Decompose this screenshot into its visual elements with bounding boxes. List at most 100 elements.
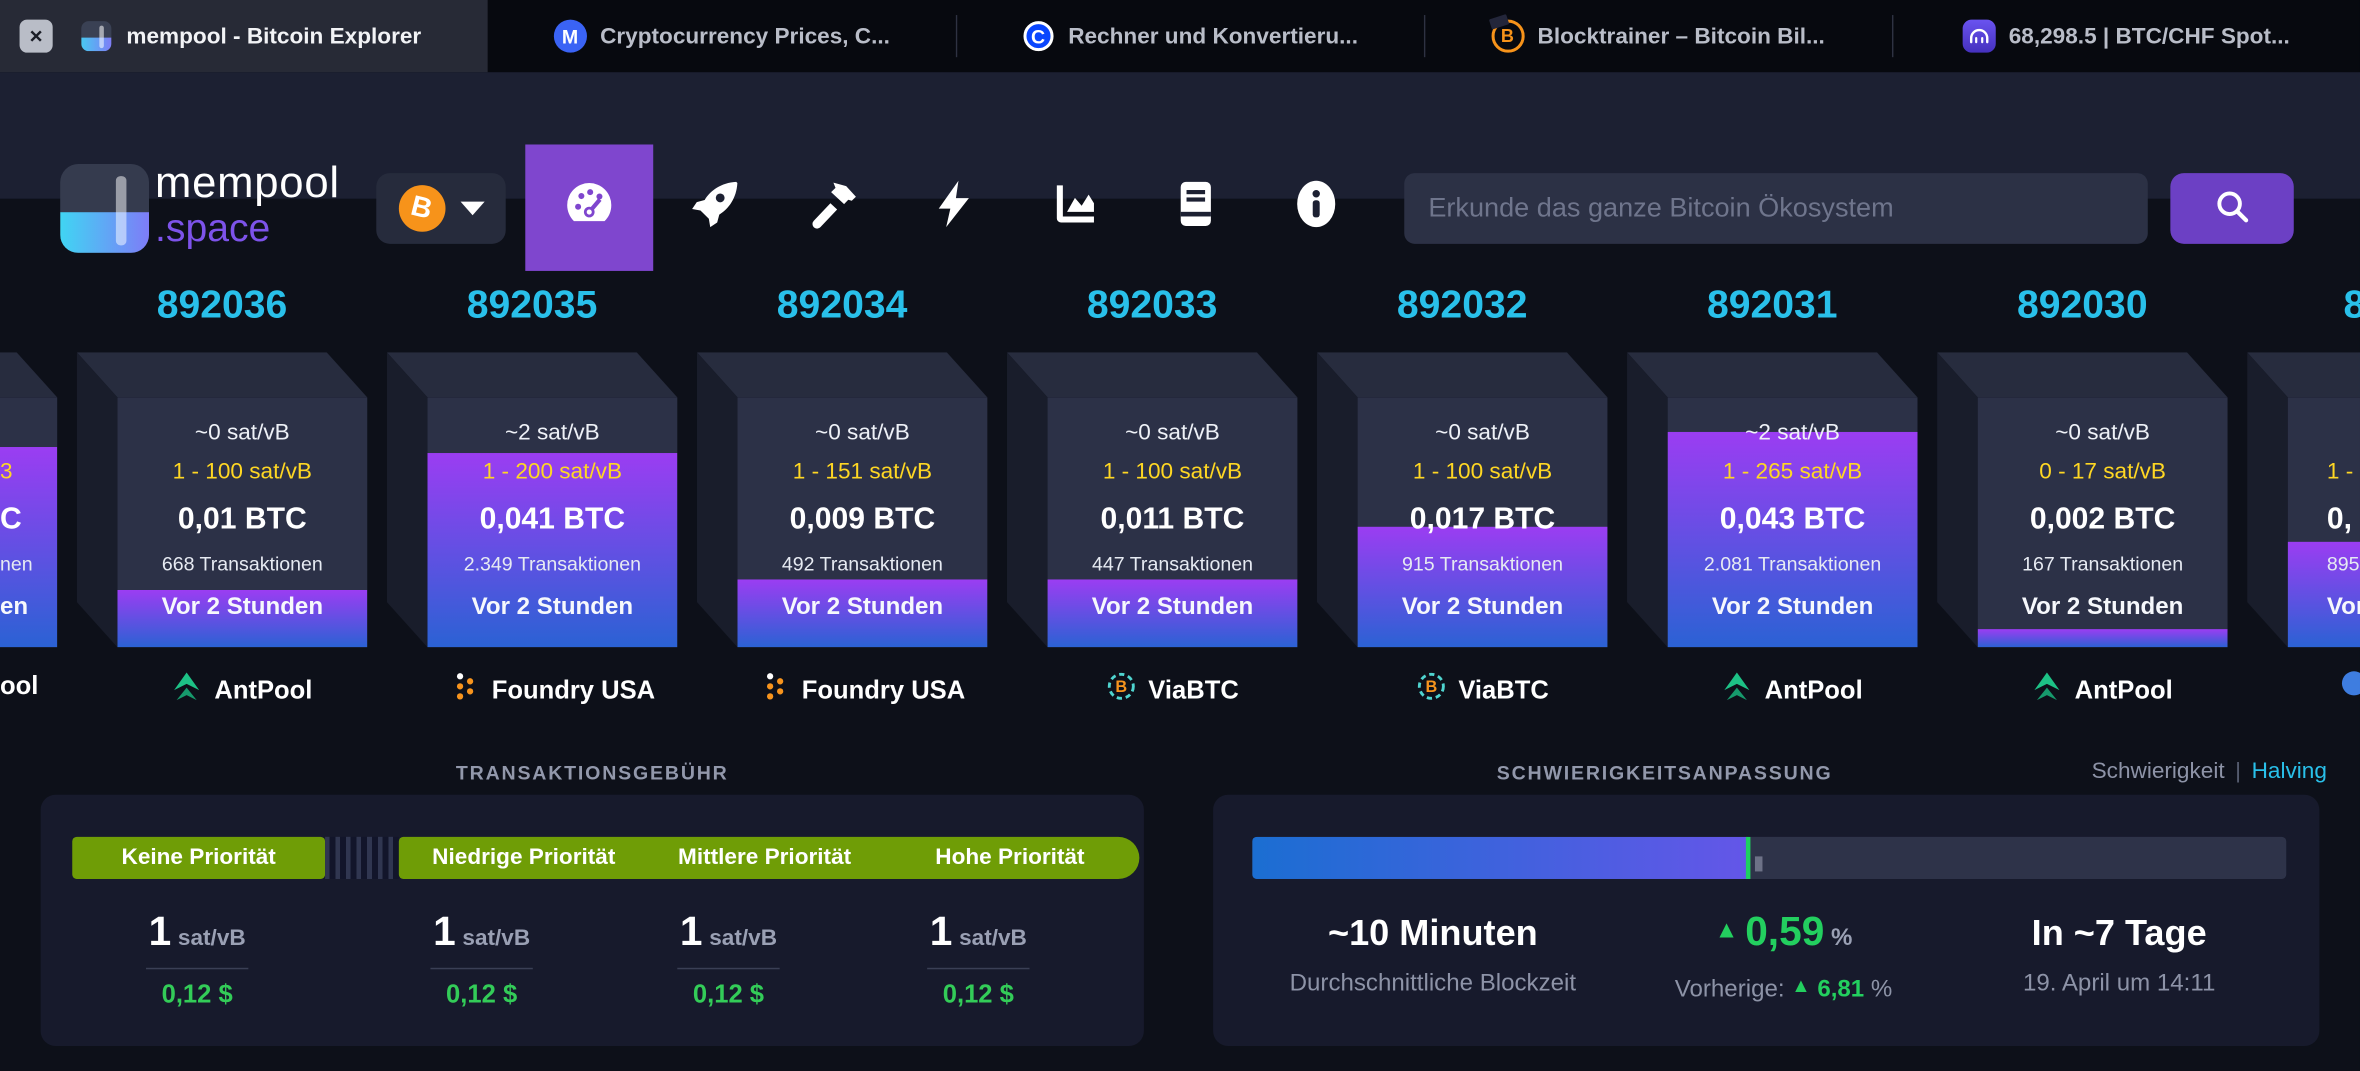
fee-estimate-low: 1 sat/vB 0,12 $ (430, 909, 533, 1010)
pool-link[interactable]: AntPool (1978, 671, 2228, 709)
block-fee-range: 1 - 151 sat/vB (792, 459, 933, 485)
pool-link[interactable] (2288, 671, 2360, 696)
search-button[interactable] (2170, 173, 2294, 244)
block-cube[interactable]: ~0 sat/vB 1 - 151 sat/vB 0,009 BTC 492 T… (696, 352, 988, 648)
block-892035[interactable]: 892035 ~2 sat/vB 1 - 200 sat/vB 0,041 BT… (386, 277, 678, 709)
toggle-halving[interactable]: Halving (2251, 758, 2327, 785)
nav-mining[interactable] (774, 144, 894, 270)
pool-name: Foundry USA (491, 675, 656, 704)
tab-title: 68,298.5 | BTC/CHF Spot... (2008, 23, 2290, 49)
block-cube[interactable]: ~0 sat/vB 1 - 100 sat/vB 0,017 BTC 915 T… (1316, 352, 1608, 648)
difficulty-now-marker (1754, 856, 1763, 872)
block-time-ago: en (0, 594, 29, 621)
tab-blocktrainer[interactable]: B Blocktrainer – Bitcoin Bil... (1423, 0, 1892, 72)
block-cube[interactable]: 1 - 0, 895 Vor (2247, 352, 2360, 648)
block-height[interactable]: 892034 (776, 281, 908, 327)
nav-about[interactable] (1255, 144, 1375, 270)
block-height[interactable]: 892030 (2016, 281, 2148, 327)
tab-coinmarketcap[interactable]: M Cryptocurrency Prices, C... (488, 0, 956, 72)
block-height[interactable]: 892036 (156, 281, 288, 327)
block-partial-right[interactable]: 89 1 - 0, 895 Vor (2247, 277, 2360, 696)
divider (430, 967, 533, 970)
book-icon (1167, 176, 1223, 239)
block-face[interactable]: 1 - 0, 895 Vor (2287, 397, 2360, 648)
currency-dropdown[interactable]: B (376, 173, 506, 244)
block-face[interactable]: ~0 sat/vB 1 - 100 sat/vB 0,011 BTC 447 T… (1047, 397, 1298, 648)
block-cube[interactable]: ~0 sat/vB 1 - 100 sat/vB 0,011 BTC 447 T… (1006, 352, 1298, 648)
nav-dashboard[interactable] (525, 144, 654, 271)
block-face[interactable]: ~0 sat/vB 1 - 100 sat/vB 0,01 BTC 668 Tr… (117, 397, 368, 648)
block-892030[interactable]: 892030 ~0 sat/vB 0 - 17 sat/vB 0,002 BTC… (1937, 277, 2228, 709)
block-cube[interactable]: 3 C nen en (0, 352, 58, 648)
block-fee-range: 1 - 100 sat/vB (1412, 459, 1553, 485)
block-face[interactable]: ~2 sat/vB 1 - 265 sat/vB 0,043 BTC 2.081… (1667, 397, 1918, 648)
block-median-fee: ~0 sat/vB (1125, 419, 1220, 446)
fee-unit: sat/vB (709, 925, 778, 952)
block-cube[interactable]: ~0 sat/vB 0 - 17 sat/vB 0,002 BTC 167 Tr… (1937, 352, 2228, 648)
block-892031[interactable]: 892031 ~2 sat/vB 1 - 265 sat/vB 0,043 BT… (1627, 277, 1918, 709)
pool-name: AntPool (214, 675, 313, 704)
block-height[interactable]: 892033 (1086, 281, 1218, 327)
brand-wordmark[interactable]: mempool .space (155, 162, 340, 247)
fee-value: 1 (929, 909, 953, 955)
tab-mempool[interactable]: × mempool - Bitcoin Explorer (0, 0, 488, 73)
previous-value: 6,81 (1817, 976, 1865, 1003)
nav-lightning[interactable] (894, 144, 1014, 270)
block-height[interactable]: 89 (2343, 277, 2360, 331)
pool-link[interactable]: AntPool (1668, 671, 1918, 709)
block-total-btc: 0,011 BTC (1100, 502, 1245, 536)
block-face[interactable]: ~0 sat/vB 1 - 100 sat/vB 0,017 BTC 915 T… (1357, 397, 1608, 648)
block-top-face (1006, 352, 1298, 398)
fee-bar-divider (325, 836, 399, 879)
pool-icon (2341, 671, 2360, 696)
fees-section-title: TRANSAKTIONSGEBÜHR (455, 761, 729, 785)
fee-segment-none: Keine Priorität (72, 836, 326, 879)
viabtc-icon: B (1416, 671, 1446, 709)
nav-graphs[interactable] (1014, 144, 1134, 270)
block-height[interactable]: 892031 (1706, 281, 1838, 327)
block-median-fee: ~0 sat/vB (1435, 419, 1530, 446)
tab-close-icon[interactable]: × (19, 19, 53, 53)
block-892032[interactable]: 892032 ~0 sat/vB 1 - 100 sat/vB 0,017 BT… (1316, 277, 1608, 709)
fee-fiat: 0,12 $ (446, 979, 518, 1009)
block-tx-count: 668 Transaktionen (161, 552, 323, 575)
block-face[interactable]: ~0 sat/vB 1 - 151 sat/vB 0,009 BTC 492 T… (737, 397, 988, 648)
block-partial-left[interactable]: 3 C nen en ool (0, 277, 58, 700)
block-face[interactable]: 3 C nen en (0, 397, 58, 648)
search-input[interactable] (1404, 173, 2148, 244)
tab-kraken[interactable]: 68,298.5 | BTC/CHF Spot... (1891, 0, 2360, 72)
block-892034[interactable]: 892034 ~0 sat/vB 1 - 151 sat/vB 0,009 BT… (696, 277, 988, 709)
rocket-icon (686, 176, 742, 239)
nav-docs[interactable] (1135, 144, 1255, 270)
fee-unit: sat/vB (462, 925, 531, 952)
gauge-icon (561, 176, 617, 239)
coinmarketcap-icon: M (553, 19, 587, 53)
block-face[interactable]: ~0 sat/vB 0 - 17 sat/vB 0,002 BTC 167 Tr… (1977, 397, 2228, 648)
retarget-stat: In ~7 Tage 19. April um 14:11 (2023, 914, 2215, 998)
toggle-schwierigkeit[interactable]: Schwierigkeit (2091, 758, 2225, 785)
pool-link[interactable]: Foundry USA (737, 671, 987, 709)
block-cube[interactable]: ~2 sat/vB 1 - 200 sat/vB 0,041 BTC 2.349… (386, 352, 678, 648)
pool-link[interactable]: Foundry USA (427, 671, 677, 709)
pool-link[interactable]: B ViaBTC (1358, 671, 1608, 709)
block-892033[interactable]: 892033 ~0 sat/vB 1 - 100 sat/vB 0,011 BT… (1006, 277, 1298, 709)
block-cube[interactable]: ~2 sat/vB 1 - 265 sat/vB 0,043 BTC 2.081… (1627, 352, 1918, 648)
block-top-face (696, 352, 988, 398)
block-height[interactable]: 892032 (1396, 281, 1528, 327)
pool-name[interactable]: ool (0, 671, 39, 700)
tab-rechner[interactable]: C Rechner und Konvertieru... (955, 0, 1424, 72)
block-height[interactable]: 892035 (466, 281, 598, 327)
pool-link[interactable]: AntPool (117, 671, 367, 709)
pool-link[interactable]: B ViaBTC (1048, 671, 1298, 709)
block-face[interactable]: ~2 sat/vB 1 - 200 sat/vB 0,041 BTC 2.349… (427, 397, 678, 648)
nav-mempool-rocket[interactable] (653, 144, 773, 270)
block-cube[interactable]: ~0 sat/vB 1 - 100 sat/vB 0,01 BTC 668 Tr… (76, 352, 368, 648)
difficulty-halving-toggle[interactable]: Schwierigkeit | Halving (2092, 759, 2327, 785)
info-icon (1288, 176, 1344, 239)
block-tx-count: 167 Transaktionen (2022, 552, 2184, 575)
block-total-btc: 0,01 BTC (177, 502, 307, 536)
viabtc-icon: B (1106, 671, 1136, 709)
difficulty-progress-fill (1252, 836, 1749, 879)
block-892036[interactable]: 892036 ~0 sat/vB 1 - 100 sat/vB 0,01 BTC… (76, 277, 368, 709)
mempool-logo-icon[interactable] (60, 164, 150, 253)
